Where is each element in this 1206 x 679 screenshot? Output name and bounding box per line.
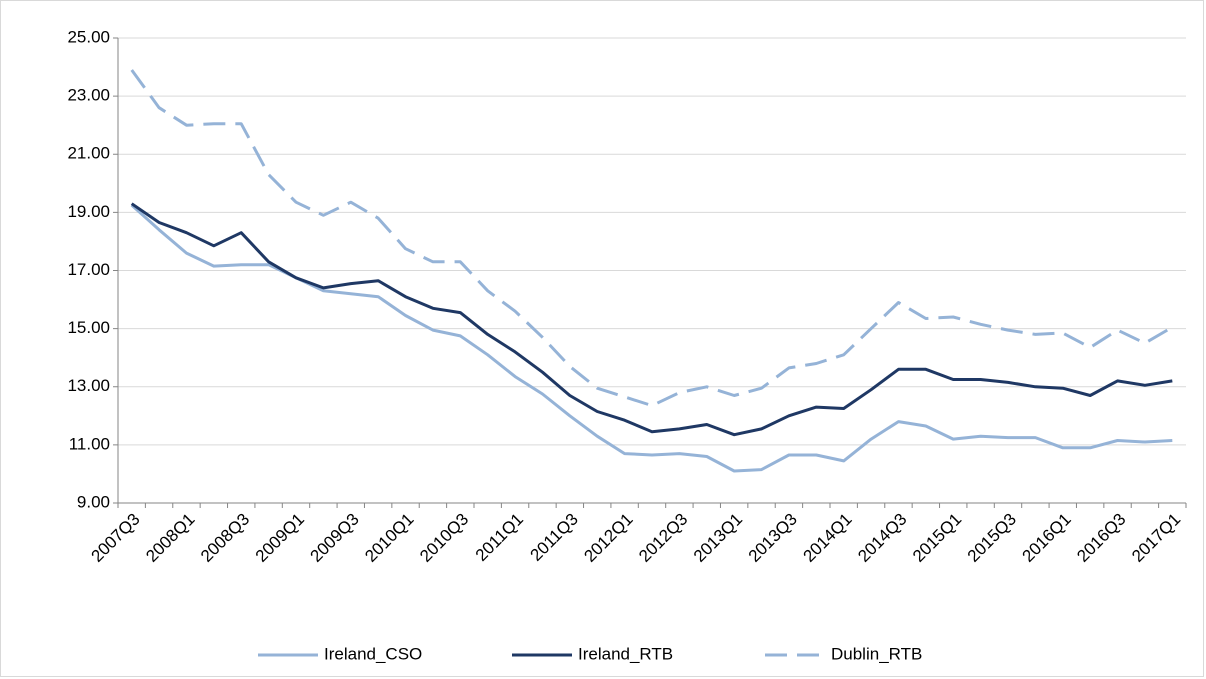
- y-tick-label: 25.00: [67, 27, 110, 46]
- y-tick-label: 23.00: [67, 86, 110, 105]
- legend-label: Ireland_RTB: [578, 644, 673, 663]
- legend-label: Ireland_CSO: [324, 644, 422, 663]
- y-tick-label: 9.00: [77, 492, 110, 511]
- series-line: [130, 202, 1173, 437]
- series-line: [130, 69, 1174, 408]
- y-tick-label: 11.00: [69, 434, 110, 453]
- y-tick-label: 15.00: [67, 318, 110, 337]
- legend-label: Dublin_RTB: [831, 644, 922, 663]
- y-tick-label: 17.00: [67, 260, 110, 279]
- y-tick-label: 19.00: [67, 202, 110, 221]
- y-tick-label: 21.00: [67, 144, 110, 163]
- y-tick-label: 13.00: [67, 376, 110, 395]
